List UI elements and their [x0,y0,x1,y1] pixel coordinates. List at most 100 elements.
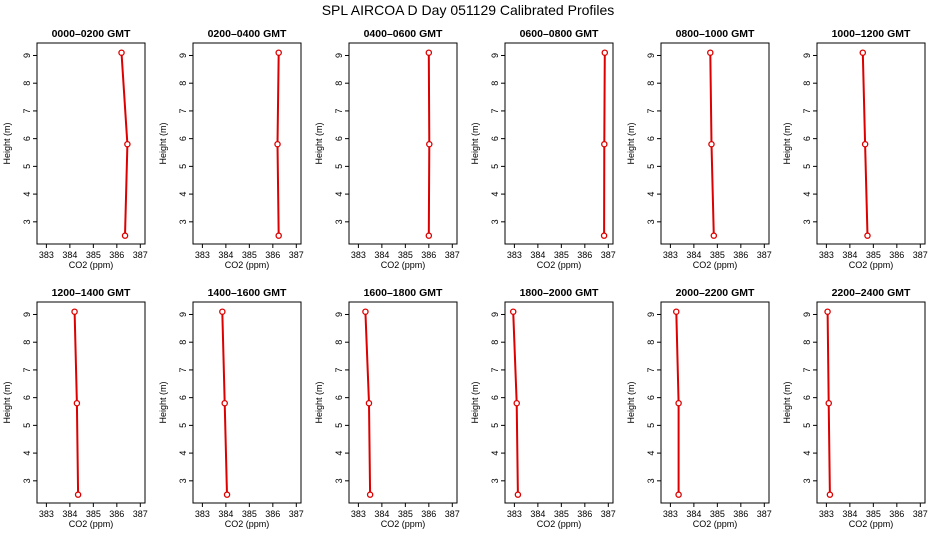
data-point [365,399,373,407]
x-tick-label: 384 [62,509,77,519]
x-axis-label: CO2 (ppm) [537,260,582,270]
x-tick-label: 387 [913,509,928,519]
x-tick-label: 386 [109,509,124,519]
y-tick-label: 4 [802,192,812,197]
y-axis-label: Height (m) [2,381,12,423]
panel: 1600–1800 GMT 383 384 385 386 387 3 4 5 6 7 8 9 CO2 (… [314,287,460,529]
x-tick-label: 383 [663,250,678,260]
x-tick-label: 385 [398,250,413,260]
x-tick-label: 385 [86,509,101,519]
panel-title: 1400–1600 GMT [208,287,287,299]
plot-frame [36,42,146,245]
y-tick-label: 6 [802,136,812,141]
y-tick-label: 9 [646,53,656,58]
x-tick-label: 385 [866,509,881,519]
data-point [425,49,433,56]
x-tick-label: 387 [913,250,928,260]
y-axis-label: Height (m) [158,122,168,164]
x-tick-label: 384 [530,250,545,260]
x-tick-label: 383 [195,509,210,519]
x-tick-label: 384 [218,509,233,519]
x-tick-label: 385 [86,250,101,260]
x-tick-label: 387 [133,250,148,260]
y-tick-label: 9 [802,312,812,317]
y-tick-label: 3 [490,219,500,224]
x-tick-label: 386 [577,250,592,260]
x-tick-label: 387 [289,250,304,260]
y-tick-label: 6 [490,136,500,141]
y-tick-label: 6 [334,395,344,400]
y-tick-label: 3 [22,478,32,483]
data-point [826,491,834,498]
y-axis-label: Height (m) [782,381,792,423]
panel-title: 1600–1800 GMT [364,287,443,299]
y-tick-label: 7 [334,108,344,113]
y-axis-label: Height (m) [314,381,324,423]
x-tick-label: 387 [757,250,772,260]
data-point [513,399,520,407]
data-point [426,140,433,148]
y-tick-label: 8 [646,340,656,345]
y-tick-label: 4 [178,451,188,456]
data-point [71,308,78,315]
data-point [221,399,228,407]
y-tick-label: 9 [334,53,344,58]
x-tick-label: 383 [507,250,522,260]
x-tick-label: 384 [62,250,77,260]
y-tick-label: 4 [334,451,344,456]
y-tick-label: 4 [22,192,32,197]
x-tick-label: 387 [757,509,772,519]
x-tick-label: 383 [351,509,366,519]
panel-title: 1800–2000 GMT [520,287,599,299]
y-tick-label: 4 [178,192,188,197]
y-tick-label: 3 [178,478,188,483]
plot-frame [36,301,146,504]
plot-frame [504,301,614,504]
data-point [675,399,682,407]
x-tick-label: 387 [601,250,616,260]
plot-frame [348,301,458,504]
y-tick-label: 6 [178,395,188,400]
x-tick-label: 384 [686,509,701,519]
y-tick-label: 8 [490,340,500,345]
y-tick-label: 7 [802,108,812,113]
x-tick-label: 386 [733,509,748,519]
plot-frame [660,301,770,504]
y-tick-label: 3 [646,219,656,224]
y-axis-label: Height (m) [314,122,324,164]
y-tick-label: 8 [802,81,812,86]
x-tick-label: 385 [710,250,725,260]
panel: 0400–0600 GMT 383 384 385 386 387 3 4 5 6 7 8 9 CO2 (… [314,28,460,270]
x-tick-label: 383 [39,250,54,260]
y-tick-label: 9 [490,53,500,58]
x-tick-label: 385 [710,509,725,519]
x-tick-label: 385 [866,250,881,260]
y-tick-label: 7 [490,367,500,372]
x-tick-label: 384 [686,250,701,260]
x-tick-label: 383 [663,509,678,519]
x-axis-label: CO2 (ppm) [537,519,582,529]
x-axis-label: CO2 (ppm) [849,519,894,529]
y-tick-label: 7 [178,108,188,113]
data-point [824,308,831,315]
x-tick-label: 383 [195,250,210,260]
y-tick-label: 5 [646,423,656,428]
y-tick-label: 5 [334,423,344,428]
y-tick-label: 8 [178,340,188,345]
y-tick-label: 3 [22,219,32,224]
data-point [864,232,871,239]
panel-title: 2200–2400 GMT [832,287,911,299]
y-tick-label: 5 [490,164,500,169]
panel: 0200–0400 GMT 383 384 385 386 387 3 4 5 6 7 8 9 CO2 (… [158,28,304,270]
y-tick-label: 5 [490,423,500,428]
x-axis-label: CO2 (ppm) [693,519,738,529]
y-tick-label: 3 [334,219,344,224]
plot-frame [660,42,770,245]
y-tick-label: 8 [334,81,344,86]
data-point [275,49,282,56]
y-tick-label: 8 [802,340,812,345]
data-point [825,399,832,407]
data-point [366,491,374,498]
y-tick-label: 5 [802,423,812,428]
